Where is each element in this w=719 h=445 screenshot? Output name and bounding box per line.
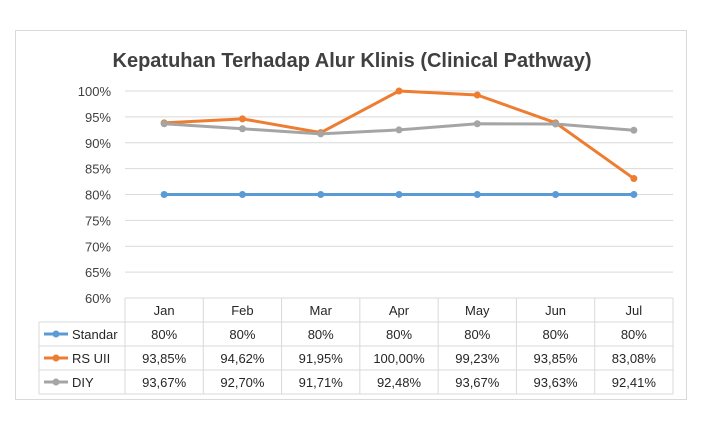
legend-key-marker — [52, 378, 60, 386]
chart-frame: Kepatuhan Terhadap Alur Klinis (Clinical… — [15, 30, 687, 400]
data-point — [317, 191, 325, 198]
y-tick-label: 70% — [85, 239, 111, 254]
data-label: 92,41% — [612, 375, 657, 390]
data-label: 80% — [151, 327, 177, 342]
data-point — [238, 125, 246, 133]
y-tick-label: 65% — [85, 265, 111, 280]
data-label: 93,67% — [142, 375, 187, 390]
legend-key-marker — [52, 354, 60, 362]
y-tick-label: 60% — [85, 291, 111, 306]
data-label: 93,67% — [455, 375, 500, 390]
x-tick-label: Feb — [231, 303, 253, 318]
y-tick-label: 80% — [85, 188, 111, 203]
data-point — [395, 87, 403, 95]
x-tick-label: Jan — [154, 303, 175, 318]
data-point — [395, 126, 403, 134]
data-point — [552, 191, 560, 198]
series-lines — [160, 87, 638, 198]
data-table: Jan Feb Mar Apr May Jun Jul Standar 80% 80% 80% 80%… — [38, 297, 674, 395]
legend-key-marker — [52, 330, 60, 338]
data-label: 80% — [621, 327, 647, 342]
y-tick-label: 100% — [78, 84, 112, 99]
legend-label: DIY — [72, 375, 94, 390]
x-tick-label: Mar — [310, 303, 333, 318]
x-tick-label: May — [465, 303, 490, 318]
legend-label: Standar — [72, 327, 118, 342]
line-chart: Kepatuhan Terhadap Alur Klinis (Clinical… — [38, 50, 674, 395]
data-point — [238, 191, 246, 198]
data-label: 80% — [386, 327, 412, 342]
data-label: 93,85% — [142, 351, 187, 366]
data-label: 94,62% — [220, 351, 265, 366]
chart-title: Kepatuhan Terhadap Alur Klinis (Clinical… — [113, 50, 592, 72]
data-point — [630, 175, 638, 183]
data-label: 80% — [464, 327, 490, 342]
data-label: 100,00% — [373, 351, 425, 366]
legend-label: RS UII — [72, 351, 110, 366]
data-point — [630, 126, 638, 134]
y-tick-label: 75% — [85, 213, 111, 228]
x-tick-label: Jun — [545, 303, 566, 318]
data-point — [238, 115, 246, 123]
gridlines — [125, 90, 673, 273]
data-label: 92,48% — [377, 375, 422, 390]
data-label: 91,71% — [299, 375, 344, 390]
data-label: 80% — [229, 327, 255, 342]
data-point — [552, 120, 560, 128]
data-label: 80% — [543, 327, 569, 342]
data-label: 93,63% — [534, 375, 579, 390]
data-point — [395, 191, 403, 198]
data-point — [160, 120, 168, 128]
series-line — [162, 89, 636, 181]
y-tick-label: 95% — [85, 110, 111, 125]
data-point — [473, 120, 481, 128]
data-point — [473, 191, 481, 198]
data-label: 99,23% — [455, 351, 500, 366]
x-tick-label: Apr — [389, 303, 410, 318]
data-point — [160, 191, 168, 198]
data-label: 91,95% — [299, 351, 344, 366]
x-tick-label: Jul — [626, 303, 643, 318]
data-label: 80% — [308, 327, 334, 342]
data-point — [630, 191, 638, 198]
data-point — [473, 91, 481, 99]
y-axis: 60% 65% 70% 75% 80% 85% 90% 95% 100% — [78, 84, 112, 306]
data-label: 93,85% — [534, 351, 579, 366]
y-tick-label: 85% — [85, 162, 111, 177]
y-tick-label: 90% — [85, 136, 111, 151]
data-label: 83,08% — [612, 351, 657, 366]
data-label: 92,70% — [220, 375, 265, 390]
data-point — [317, 130, 325, 138]
